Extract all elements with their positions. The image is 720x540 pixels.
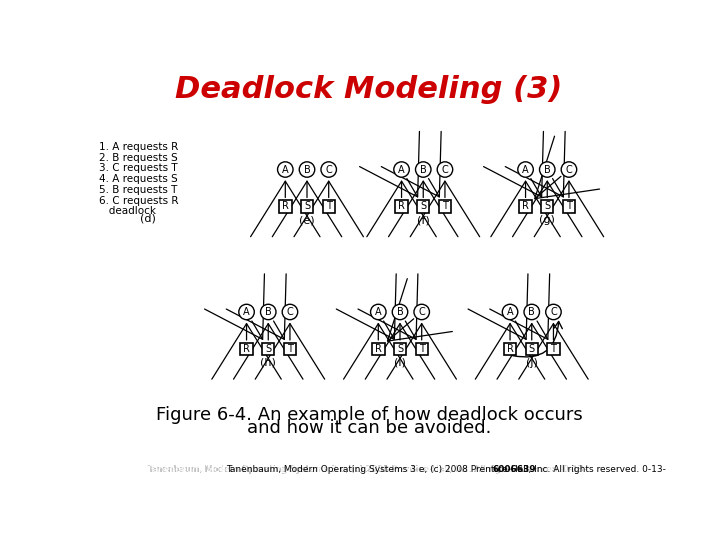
Circle shape (239, 304, 254, 320)
Text: B: B (304, 165, 310, 174)
Text: S: S (265, 344, 271, 354)
Circle shape (561, 162, 577, 177)
Bar (394, 343, 406, 355)
Text: B: B (420, 165, 427, 174)
Text: B: B (265, 307, 271, 317)
Text: R: R (282, 201, 289, 212)
Text: B: B (544, 165, 551, 174)
Text: 5. B requests T: 5. B requests T (99, 185, 178, 195)
Text: C: C (287, 307, 293, 317)
Text: 3. C requests T: 3. C requests T (99, 164, 178, 173)
Text: S: S (420, 201, 426, 212)
Text: Tanenbaum, Modern Operating Systems 3 e, (c) 2008 Prentice-Hall, Inc. All rights: Tanenbaum, Modern Operating Systems 3 e,… (148, 465, 588, 474)
Text: T: T (325, 201, 332, 212)
Circle shape (546, 304, 561, 320)
Bar (279, 200, 292, 213)
Text: (j): (j) (526, 358, 538, 368)
Text: 2. B requests S: 2. B requests S (99, 153, 178, 163)
Text: C: C (550, 307, 557, 317)
Text: R: R (522, 201, 529, 212)
Text: A: A (282, 165, 289, 174)
Text: Figure 6-4. An example of how deadlock occurs: Figure 6-4. An example of how deadlock o… (156, 406, 582, 424)
Text: 6. C requests R: 6. C requests R (99, 195, 179, 206)
Text: T: T (442, 201, 448, 212)
Circle shape (518, 162, 534, 177)
Circle shape (300, 162, 315, 177)
Bar (438, 200, 451, 213)
Circle shape (277, 162, 293, 177)
Circle shape (282, 304, 297, 320)
Text: Tanenbaum, Modern Operating Systems 3 e, (c) 2008 Prentice-Hall, Inc. All rights: Tanenbaum, Modern Operating Systems 3 e,… (226, 465, 666, 474)
Text: deadlock: deadlock (99, 206, 156, 217)
Text: 1. A requests R: 1. A requests R (99, 142, 179, 152)
Text: A: A (375, 307, 382, 317)
Circle shape (261, 304, 276, 320)
Circle shape (414, 304, 429, 320)
Text: (d): (d) (140, 214, 156, 224)
Text: and how it can be avoided.: and how it can be avoided. (247, 419, 491, 437)
Bar (395, 200, 408, 213)
Text: S: S (397, 344, 403, 354)
Text: B: B (528, 307, 535, 317)
Bar (262, 343, 274, 355)
Text: Tanenbaum, Modern Operating Systems 3 e, (c) 2008 Prentice-Hall, Inc. All rights: Tanenbaum, Modern Operating Systems 3 e,… (149, 465, 589, 474)
Circle shape (503, 304, 518, 320)
Circle shape (392, 304, 408, 320)
Bar (323, 200, 335, 213)
Text: C: C (566, 165, 572, 174)
Bar (284, 343, 296, 355)
Text: A: A (398, 165, 405, 174)
Text: S: S (544, 201, 550, 212)
Text: 6006639: 6006639 (492, 465, 536, 474)
Circle shape (394, 162, 409, 177)
Circle shape (539, 162, 555, 177)
Text: S: S (528, 344, 535, 354)
Circle shape (524, 304, 539, 320)
Text: R: R (243, 344, 250, 354)
Bar (504, 343, 516, 355)
FancyArrowPatch shape (513, 321, 562, 357)
Text: (f): (f) (417, 215, 430, 225)
Bar (372, 343, 384, 355)
Text: Deadlock Modeling (3): Deadlock Modeling (3) (175, 75, 563, 104)
Text: T: T (419, 344, 425, 354)
Text: B: B (397, 307, 403, 317)
Text: (h): (h) (261, 358, 276, 368)
Bar (417, 200, 429, 213)
Text: Tanenbaum, Modern Operating Systems 3 e, (c) 2008 Prentice-Hall, Inc. All rights: Tanenbaum, Modern Operating Systems 3 e,… (147, 465, 587, 474)
Text: 4. A requests S: 4. A requests S (99, 174, 178, 184)
Circle shape (415, 162, 431, 177)
Text: (i): (i) (394, 358, 406, 368)
Bar (541, 200, 554, 213)
Text: R: R (398, 201, 405, 212)
Bar (526, 343, 538, 355)
Text: R: R (375, 344, 382, 354)
Text: (e): (e) (300, 215, 315, 225)
Bar (519, 200, 532, 213)
Bar (563, 200, 575, 213)
Text: T: T (566, 201, 572, 212)
Bar (415, 343, 428, 355)
Circle shape (321, 162, 336, 177)
Text: C: C (441, 165, 449, 174)
Text: C: C (418, 307, 425, 317)
Text: R: R (507, 344, 513, 354)
Text: A: A (522, 165, 529, 174)
Text: (g): (g) (539, 215, 555, 225)
Circle shape (371, 304, 386, 320)
Text: T: T (551, 344, 557, 354)
Text: C: C (325, 165, 332, 174)
Bar (240, 343, 253, 355)
Bar (301, 200, 313, 213)
Text: T: T (287, 344, 293, 354)
Text: A: A (243, 307, 250, 317)
Bar (547, 343, 559, 355)
Text: A: A (507, 307, 513, 317)
Text: S: S (304, 201, 310, 212)
Circle shape (437, 162, 453, 177)
